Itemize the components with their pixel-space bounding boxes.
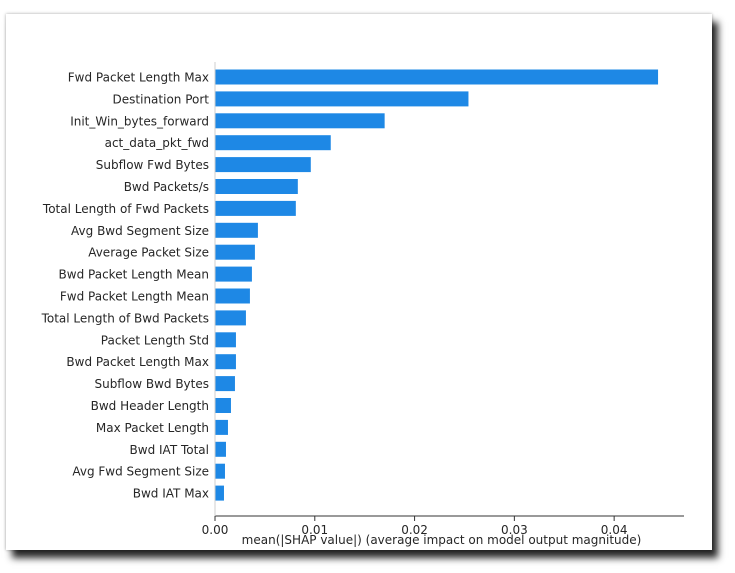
x-axis: 0.00 0.01 0.02 0.03 0.04 (202, 62, 684, 537)
bar-17 (215, 419, 228, 435)
bar-11 (215, 288, 250, 304)
y-tick-label: Subflow Bwd Bytes (94, 377, 209, 391)
y-tick-label: Bwd Packet Length Mean (59, 268, 209, 282)
y-tick-label: Destination Port (113, 92, 210, 106)
x-axis-label: mean(|SHAP value|) (average impact on mo… (242, 533, 642, 547)
y-tick-label: Fwd Packet Length Max (68, 71, 209, 85)
bar-8 (215, 222, 258, 238)
y-tick-label: Total Length of Fwd Packets (42, 202, 209, 216)
y-tick-label: Average Packet Size (88, 246, 209, 260)
y-tick-label: Bwd Header Length (91, 399, 209, 413)
bar-10 (215, 266, 252, 282)
bar-7 (215, 200, 296, 216)
bar-14 (215, 354, 236, 370)
y-tick-label: Bwd IAT Max (133, 487, 209, 501)
bar-12 (215, 310, 246, 326)
y-tick-labels: Fwd Packet Length Max Destination Port Ini… (41, 71, 210, 501)
bars-group (215, 69, 659, 501)
bar-2 (215, 91, 469, 107)
x-tick-label: 0.02 (401, 523, 428, 537)
y-tick-label: Bwd Packets/s (124, 180, 209, 194)
y-tick-label: Bwd Packet Length Max (66, 355, 209, 369)
y-tick-label: Subflow Fwd Bytes (96, 158, 209, 172)
bar-4 (215, 135, 331, 151)
y-tick-label: Avg Fwd Segment Size (72, 465, 209, 479)
bar-16 (215, 398, 231, 413)
bar-19 (215, 463, 225, 479)
y-tick-label: Packet Length Std (101, 333, 209, 347)
y-tick-label: Max Packet Length (96, 421, 209, 435)
bar-15 (215, 376, 235, 392)
y-tick-label: Bwd IAT Total (130, 443, 209, 457)
chart-card: Fwd Packet Length Max Destination Port Ini… (6, 14, 712, 550)
bar-3 (215, 113, 385, 129)
y-tick-label: Avg Bwd Segment Size (71, 224, 209, 238)
bar-9 (215, 244, 255, 260)
y-tick-label: act_data_pkt_fwd (105, 136, 209, 150)
bar-6 (215, 179, 298, 194)
x-tick-label: 0.01 (301, 523, 328, 537)
shap-summary-bar-chart: Fwd Packet Length Max Destination Port Ini… (41, 62, 684, 547)
bar-18 (215, 441, 226, 457)
y-tick-label: Init_Win_bytes_forward (70, 114, 209, 128)
x-tick-label: 0.04 (601, 523, 628, 537)
bar-20 (215, 485, 224, 501)
y-tick-label: Fwd Packet Length Mean (60, 290, 209, 304)
bar-1 (215, 69, 659, 85)
x-tick-label: 0.00 (202, 523, 229, 537)
bar-5 (215, 157, 311, 173)
bar-13 (215, 332, 236, 348)
x-tick-label: 0.03 (501, 523, 528, 537)
y-tick-label: Total Length of Bwd Packets (41, 311, 209, 325)
